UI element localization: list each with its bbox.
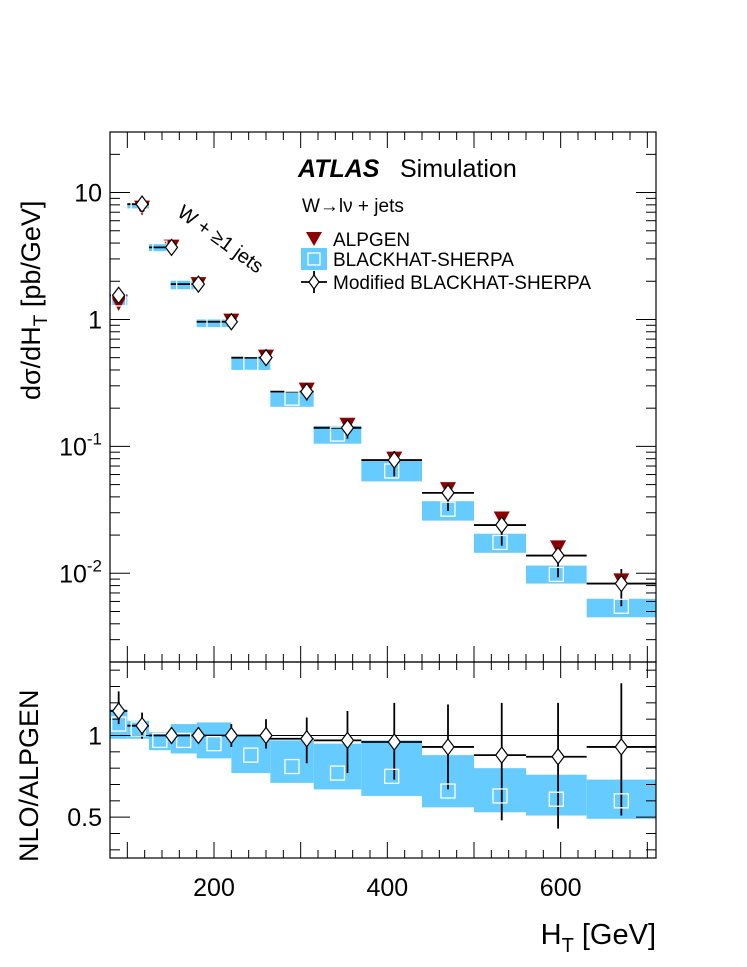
- main-band-bin: [231, 357, 271, 370]
- ratio-y-axis-title: NLO/ALPGEN: [14, 689, 44, 862]
- main-modified-point: [259, 348, 273, 367]
- legend-alpgen-label: ALPGEN: [333, 230, 410, 251]
- main-band-bin: [361, 460, 422, 482]
- x-tick-label: 600: [540, 874, 582, 902]
- main-blackhat-point: [440, 501, 456, 517]
- main-blackhat-point: [613, 598, 629, 614]
- main-modified-point: [441, 483, 455, 502]
- main-band-bin: [526, 565, 587, 584]
- ratio-blackhat-point: [492, 788, 508, 804]
- legend-modified-label: Modified BLACKHAT-SHERPA: [333, 273, 591, 294]
- main-y-tick-label-base: 1: [88, 306, 102, 334]
- ratio-y-tick-label: 0.5: [67, 804, 102, 832]
- ratio-modified-point: [340, 731, 355, 750]
- ratio-plot-frame: [109, 661, 657, 859]
- ratio-y-tick-label: 1: [88, 723, 102, 751]
- ratio-blackhat-point: [243, 747, 259, 763]
- ratio-modified-point: [259, 726, 273, 745]
- ratio-band-bin: [231, 735, 271, 774]
- ratio-blackhat-point: [329, 765, 346, 781]
- main-blackhat-point: [176, 277, 192, 294]
- simulation-label: Simulation: [400, 155, 517, 183]
- main-modified-point: [111, 286, 126, 305]
- ratio-blackhat-point: [284, 758, 300, 775]
- main-blackhat-point: [548, 566, 564, 583]
- ratio-blackhat-point: [152, 732, 168, 749]
- main-blackhat-point: [243, 355, 259, 372]
- main-band-bin: [196, 319, 232, 328]
- main-blackhat-point: [492, 534, 508, 551]
- main-modified-point: [614, 574, 629, 593]
- main-y-tick-label-base: 10: [59, 433, 87, 461]
- main-modified-point: [551, 546, 565, 565]
- main-modified-point: [224, 312, 239, 331]
- ratio-blackhat-point: [384, 768, 400, 784]
- ratio-modified-point: [614, 737, 629, 756]
- ratio-modified-point: [111, 702, 126, 720]
- selection-label: W + ≥1 jets: [173, 201, 267, 278]
- ratio-band-bin: [149, 732, 171, 751]
- x-tick-label: 400: [366, 874, 408, 902]
- x-axis-title-sub: T: [562, 935, 574, 957]
- main-y-axis-title-rest: [pb/GeV]: [16, 201, 46, 315]
- main-modified-point: [135, 195, 149, 214]
- main-modified-point: [164, 238, 179, 257]
- legend-alpgen-marker: [306, 232, 322, 246]
- ratio-modified-point: [441, 737, 455, 756]
- legend-modified-diamond: [308, 273, 320, 291]
- main-band-bin: [270, 392, 314, 407]
- main-y-tick-label-exponent: -1: [87, 429, 102, 448]
- main-blackhat-point: [206, 314, 222, 330]
- ratio-modified-point: [299, 729, 314, 748]
- main-y-tick-label: 1: [88, 306, 102, 334]
- ratio-blackhat-point: [440, 783, 456, 799]
- ratio-panel: 1 0.5 200 400 600: [67, 661, 657, 902]
- ratio-band-bin: [474, 768, 526, 813]
- ratio-blackhat-point: [176, 732, 192, 749]
- main-y-tick-label: 10-2: [59, 556, 102, 588]
- main-modified-point: [494, 516, 509, 535]
- main-y-axis-title-main: dσ/dH: [16, 326, 46, 400]
- atlas-label: ATLAS: [297, 155, 380, 183]
- ratio-band-bin: [196, 722, 232, 759]
- ratio-blackhat-point: [613, 793, 629, 809]
- x-tick-label: 200: [193, 874, 235, 902]
- main-y-axis-title-sub: T: [31, 314, 52, 326]
- legend: ALPGEN BLACKHAT-SHERPA Modified BLACKHAT…: [301, 230, 591, 294]
- main-modified-point: [340, 418, 355, 437]
- ratio-modified-point: [191, 726, 206, 745]
- main-blackhat-point: [329, 426, 346, 442]
- main-band-bin: [586, 598, 656, 618]
- main-y-tick-label: 10: [74, 180, 102, 208]
- x-axis-title-rest: [GeV]: [574, 919, 656, 951]
- main-modified-point: [191, 275, 206, 294]
- ratio-modified-point: [164, 726, 179, 745]
- ratio-modified-point: [551, 747, 565, 766]
- main-modified-point: [387, 451, 402, 470]
- main-y-axis-title: dσ/dHT [pb/GeV]: [16, 201, 52, 400]
- main-y-tick-label-base: 10: [74, 180, 102, 208]
- main-blackhat-point: [284, 390, 300, 406]
- ratio-blackhat-point: [206, 736, 222, 752]
- ratio-modified-point: [387, 733, 402, 752]
- ratio-modified-point: [224, 726, 239, 745]
- ratio-band-bin: [361, 740, 422, 796]
- legend-blackhat-square: [307, 252, 321, 266]
- process-label: W→lν + jets: [302, 196, 404, 217]
- main-y-tick-label-exponent: -2: [87, 556, 102, 575]
- ratio-blackhat-point: [548, 791, 564, 807]
- legend-blackhat-band: [301, 248, 327, 270]
- main-y-tick-label-base: 10: [59, 560, 87, 588]
- main-y-tick-label: 10-1: [59, 429, 102, 461]
- ratio-modified-point: [135, 716, 149, 735]
- main-modified-point: [299, 382, 314, 401]
- legend-blackhat-label: BLACKHAT-SHERPA: [333, 250, 514, 271]
- ratio-band-bin: [526, 774, 587, 816]
- main-band-bin: [474, 533, 526, 553]
- x-axis-title: HT [GeV]: [541, 919, 656, 957]
- x-axis-title-main: H: [541, 919, 562, 951]
- ratio-modified-point: [494, 746, 509, 765]
